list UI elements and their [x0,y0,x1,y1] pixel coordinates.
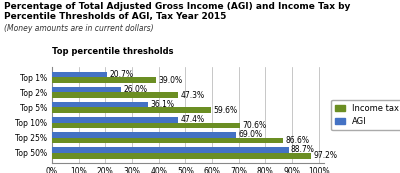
Bar [52,147,288,153]
Text: 47.4%: 47.4% [180,115,205,124]
Text: Top percentile thresholds: Top percentile thresholds [52,47,174,56]
Text: 36.1%: 36.1% [150,100,174,109]
Bar [52,107,211,113]
Text: 26.0%: 26.0% [124,85,148,94]
Bar [52,132,236,138]
Bar [52,102,148,107]
Bar [52,117,178,123]
Text: 47.3%: 47.3% [180,91,204,100]
Bar [52,92,178,98]
Text: 59.6%: 59.6% [213,106,237,115]
Bar [52,77,156,83]
Text: Percentage of Total Adjusted Gross Income (AGI) and Income Tax by Percentile Thr: Percentage of Total Adjusted Gross Incom… [4,2,350,21]
Text: 70.6%: 70.6% [242,121,266,130]
Text: 20.7%: 20.7% [109,70,133,79]
Text: 69.0%: 69.0% [238,130,262,139]
Text: 88.7%: 88.7% [291,145,314,154]
Text: (Money amounts are in current dollars): (Money amounts are in current dollars) [4,24,154,33]
Bar [52,123,240,128]
Legend: Income tax, AGI: Income tax, AGI [331,100,400,130]
Bar [52,72,107,77]
Text: 39.0%: 39.0% [158,76,182,85]
Text: 86.6%: 86.6% [285,136,309,145]
Bar [52,153,311,158]
Text: 97.2%: 97.2% [313,151,337,160]
Bar [52,87,121,92]
Bar [52,138,283,143]
